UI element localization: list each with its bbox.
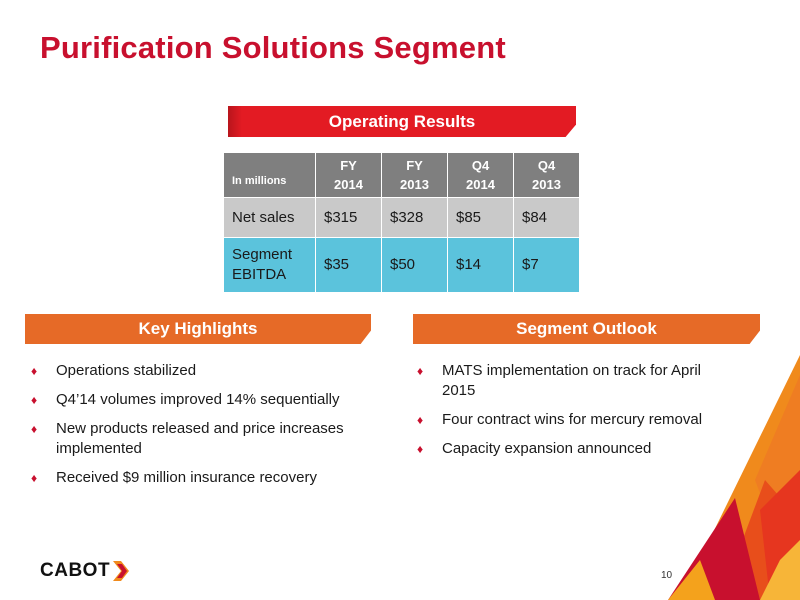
list-item-text: New products released and price increase… bbox=[56, 420, 344, 457]
column-header: FY 2014 bbox=[315, 152, 382, 198]
table-header-row: In millions FY 2014 FY 2013 Q4 2014 Q4 2013 bbox=[223, 152, 580, 198]
column-header: Q4 2014 bbox=[447, 152, 514, 198]
list-item: ♦ New products released and price increas… bbox=[31, 419, 361, 459]
diamond-bullet-icon: ♦ bbox=[31, 471, 38, 485]
page-title: Purification Solutions Segment bbox=[40, 30, 506, 65]
row-label: Segment EBITDA bbox=[223, 237, 316, 293]
banner-shade bbox=[228, 106, 242, 137]
list-item: ♦ Capacity expansion announced bbox=[417, 439, 717, 459]
table-cell: $7 bbox=[513, 237, 580, 293]
diamond-bullet-icon: ♦ bbox=[417, 413, 424, 427]
table-corner-label: In millions bbox=[223, 152, 316, 198]
logo-text: CABOT bbox=[40, 560, 111, 581]
diamond-bullet-icon: ♦ bbox=[31, 393, 38, 407]
list-item: ♦ Received $9 million insurance recovery bbox=[31, 468, 361, 488]
table-row: Segment EBITDA $35 $50 $14 $7 bbox=[223, 237, 580, 293]
table-cell: $315 bbox=[315, 197, 382, 238]
key-highlights-list: ♦ Operations stabilized ♦ Q4’14 volumes im… bbox=[31, 361, 361, 497]
column-header-line1: FY bbox=[406, 158, 423, 173]
column-header: FY 2013 bbox=[381, 152, 448, 198]
table-row: Net sales $315 $328 $85 $84 bbox=[223, 197, 580, 238]
table-cell: $35 bbox=[315, 237, 382, 293]
table-cell: $84 bbox=[513, 197, 580, 238]
column-header-line1: FY bbox=[340, 158, 357, 173]
list-item-text: Q4’14 volumes improved 14% sequentially bbox=[56, 391, 340, 408]
table-cell: $85 bbox=[447, 197, 514, 238]
column-header: Q4 2013 bbox=[513, 152, 580, 198]
segment-outlook-list: ♦ MATS implementation on track for April … bbox=[417, 361, 717, 468]
cabot-logo: CABOT bbox=[40, 560, 130, 582]
list-item: ♦ MATS implementation on track for April … bbox=[417, 361, 717, 401]
list-item: ♦ Q4’14 volumes improved 14% sequentially bbox=[31, 390, 361, 410]
page-number: 10 bbox=[661, 570, 673, 581]
operating-results-banner: Operating Results bbox=[228, 106, 576, 137]
list-item: ♦ Operations stabilized bbox=[31, 361, 361, 381]
list-item-text: Operations stabilized bbox=[56, 362, 197, 379]
column-header-line1: Q4 bbox=[537, 158, 556, 173]
table-cell: $50 bbox=[381, 237, 448, 293]
operating-results-label: Operating Results bbox=[328, 111, 476, 131]
operating-results-table: In millions FY 2014 FY 2013 Q4 2014 Q4 2013 … bbox=[223, 152, 580, 293]
list-item: ♦ Four contract wins for mercury removal bbox=[417, 410, 717, 430]
key-highlights-banner: Key Highlights bbox=[25, 314, 371, 344]
column-header-line2: 2014 bbox=[334, 177, 363, 192]
column-header-line2: 2014 bbox=[466, 177, 495, 192]
column-header-line2: 2013 bbox=[400, 177, 429, 192]
row-label: Net sales bbox=[223, 197, 316, 238]
cabot-chevron-icon bbox=[113, 561, 130, 581]
list-item-text: MATS implementation on track for April 2… bbox=[442, 362, 701, 399]
column-header-line1: Q4 bbox=[471, 158, 490, 173]
list-item-text: Received $9 million insurance recovery bbox=[56, 469, 317, 486]
column-header-line2: 2013 bbox=[532, 177, 561, 192]
diamond-bullet-icon: ♦ bbox=[417, 442, 424, 456]
table-cell: $328 bbox=[381, 197, 448, 238]
diamond-bullet-icon: ♦ bbox=[417, 364, 424, 378]
list-item-text: Four contract wins for mercury removal bbox=[442, 411, 703, 428]
diamond-bullet-icon: ♦ bbox=[31, 364, 38, 378]
segment-outlook-banner: Segment Outlook bbox=[413, 314, 760, 344]
table-cell: $14 bbox=[447, 237, 514, 293]
diamond-bullet-icon: ♦ bbox=[31, 422, 38, 436]
list-item-text: Capacity expansion announced bbox=[442, 440, 652, 457]
